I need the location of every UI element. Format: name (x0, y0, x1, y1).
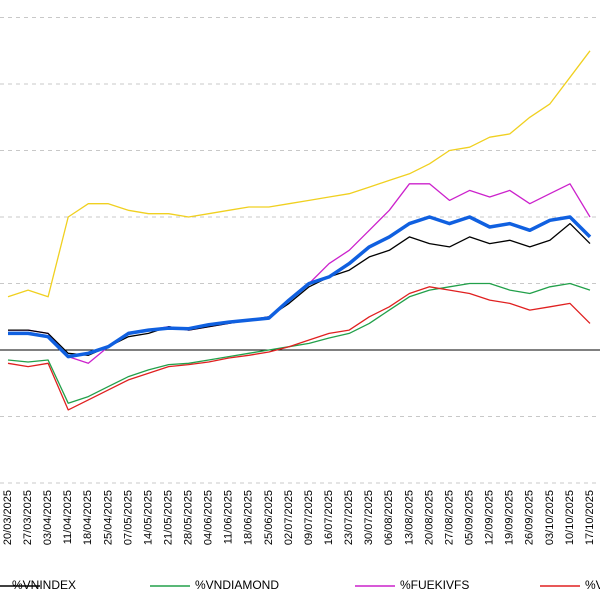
x-tick-label: 25/04/2025 (102, 490, 114, 545)
series-line (7, 286, 591, 411)
x-tick-label: 28/05/2025 (183, 490, 195, 545)
x-tick-label: 12/09/2025 (484, 490, 496, 545)
x-axis-labels: 20/03/2025 27/03/2025 03/04/2025 11/04/2025… (2, 490, 596, 545)
x-tick-label: 27/08/2025 (443, 490, 455, 545)
x-tick-label: 25/06/2025 (263, 490, 275, 545)
x-tick-label: 23/07/2025 (343, 490, 355, 545)
x-tick-label: 13/08/2025 (403, 490, 415, 545)
x-tick-label: 26/09/2025 (524, 490, 536, 545)
series-line (8, 222, 591, 356)
series-line (8, 215, 592, 359)
x-tick-label: 19/09/2025 (504, 490, 516, 545)
series-line (7, 50, 591, 298)
x-tick-label: 27/03/2025 (22, 490, 34, 545)
x-tick-label: 20/03/2025 (2, 490, 14, 545)
x-tick-label: 11/06/2025 (223, 490, 235, 544)
x-tick-label: 06/08/2025 (383, 490, 395, 545)
x-tick-label: 14/05/2025 (142, 490, 154, 545)
legend-label: %VNINDEX (12, 578, 76, 592)
legend-label: %VNDIAMOND (195, 578, 279, 592)
legend: %FUEKIVFS %VNDIAMOND %V %VNINDEX (0, 578, 600, 592)
series-line (7, 282, 591, 404)
x-tick-label: 04/06/2025 (203, 490, 215, 545)
x-tick-label: 18/04/2025 (82, 490, 94, 545)
x-tick-label: 18/06/2025 (243, 490, 255, 545)
x-tick-label: 20/08/2025 (423, 490, 435, 545)
legend-label: %FUEKIVFS (400, 578, 469, 592)
x-tick-label: 11/04/2025 (62, 490, 74, 544)
legend-label: %V (585, 578, 600, 592)
x-tick-label: 03/04/2025 (42, 490, 54, 545)
x-tick-label: 21/05/2025 (162, 490, 174, 545)
x-tick-label: 05/09/2025 (464, 490, 476, 545)
x-tick-label: 30/07/2025 (363, 490, 375, 545)
series-line (8, 183, 591, 364)
x-tick-label: 10/10/2025 (564, 490, 576, 545)
x-tick-label: 17/10/2025 (584, 490, 596, 545)
x-tick-label: 03/10/2025 (544, 490, 556, 545)
x-tick-label: 07/05/2025 (122, 490, 134, 545)
x-tick-label: 02/07/2025 (283, 490, 295, 545)
x-tick-label: 09/07/2025 (303, 490, 315, 545)
grid (0, 17, 600, 484)
x-tick-label: 16/07/2025 (323, 490, 335, 545)
plot-lines (7, 50, 592, 411)
